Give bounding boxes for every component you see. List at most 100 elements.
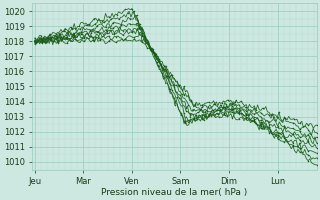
- Point: [222, 105, 228, 108]
- Point: [70, 32, 75, 36]
- Point: [69, 27, 74, 30]
- Point: [114, 41, 119, 44]
- Point: [123, 38, 128, 41]
- Point: [55, 39, 60, 42]
- Point: [137, 23, 142, 26]
- Point: [147, 46, 152, 49]
- Point: [191, 118, 196, 121]
- Point: [186, 103, 191, 107]
- Point: [103, 28, 108, 31]
- Point: [282, 124, 287, 127]
- Point: [282, 136, 287, 139]
- Point: [157, 59, 162, 63]
- Point: [81, 37, 86, 40]
- Point: [32, 38, 37, 42]
- Point: [39, 37, 44, 40]
- Point: [177, 96, 182, 99]
- Point: [92, 17, 97, 20]
- Point: [64, 36, 69, 39]
- Point: [130, 31, 135, 34]
- Point: [134, 14, 139, 17]
- Point: [149, 48, 154, 51]
- Point: [85, 23, 90, 26]
- Point: [314, 163, 319, 167]
- Point: [79, 30, 84, 33]
- Point: [258, 127, 263, 130]
- Point: [123, 8, 128, 11]
- Point: [163, 74, 168, 77]
- Point: [236, 107, 242, 110]
- Point: [236, 112, 242, 115]
- Point: [297, 141, 302, 145]
- Point: [48, 39, 53, 42]
- Point: [252, 120, 257, 123]
- Point: [223, 108, 228, 111]
- Point: [32, 39, 37, 42]
- Point: [110, 27, 115, 30]
- Point: [297, 147, 302, 150]
- Point: [145, 46, 150, 49]
- Point: [96, 36, 101, 39]
- Point: [89, 31, 94, 35]
- Point: [197, 108, 202, 111]
- Point: [258, 119, 263, 122]
- Point: [127, 22, 132, 25]
- Point: [71, 31, 76, 35]
- Point: [191, 116, 196, 120]
- Point: [210, 109, 215, 112]
- Point: [290, 133, 295, 136]
- Point: [204, 110, 209, 113]
- Point: [216, 109, 221, 112]
- Point: [86, 23, 91, 26]
- Point: [170, 89, 175, 92]
- Point: [230, 103, 235, 106]
- Point: [134, 22, 139, 25]
- Point: [39, 40, 44, 43]
- Point: [71, 34, 76, 37]
- Point: [192, 103, 197, 106]
- Point: [282, 136, 287, 139]
- Point: [290, 145, 295, 148]
- Point: [181, 85, 187, 88]
- Point: [125, 11, 130, 15]
- Point: [290, 144, 295, 147]
- Point: [80, 36, 85, 39]
- Point: [179, 93, 184, 96]
- Point: [152, 51, 157, 54]
- Point: [267, 121, 272, 124]
- Point: [132, 10, 137, 13]
- Point: [155, 65, 160, 68]
- Point: [107, 39, 112, 43]
- Point: [137, 26, 142, 29]
- Point: [145, 40, 150, 44]
- Point: [181, 94, 187, 97]
- Point: [199, 106, 204, 109]
- Point: [65, 42, 70, 45]
- Point: [236, 111, 242, 114]
- Point: [230, 107, 235, 110]
- Point: [243, 117, 248, 120]
- Point: [291, 117, 296, 120]
- Point: [245, 107, 250, 110]
- Point: [32, 40, 37, 44]
- Point: [218, 103, 223, 106]
- Point: [63, 37, 68, 40]
- Point: [32, 42, 37, 45]
- Point: [76, 25, 82, 28]
- Point: [183, 121, 188, 124]
- Point: [206, 105, 211, 109]
- Point: [298, 121, 303, 125]
- Point: [179, 114, 184, 117]
- Point: [290, 141, 295, 144]
- Point: [217, 107, 222, 110]
- Point: [145, 41, 150, 44]
- Point: [94, 24, 100, 27]
- Point: [159, 62, 164, 66]
- Point: [56, 40, 61, 43]
- Point: [48, 36, 53, 39]
- Point: [154, 52, 159, 56]
- Point: [173, 84, 179, 87]
- Point: [267, 114, 272, 117]
- X-axis label: Pression niveau de la mer( hPa ): Pression niveau de la mer( hPa ): [101, 188, 247, 197]
- Point: [158, 62, 163, 65]
